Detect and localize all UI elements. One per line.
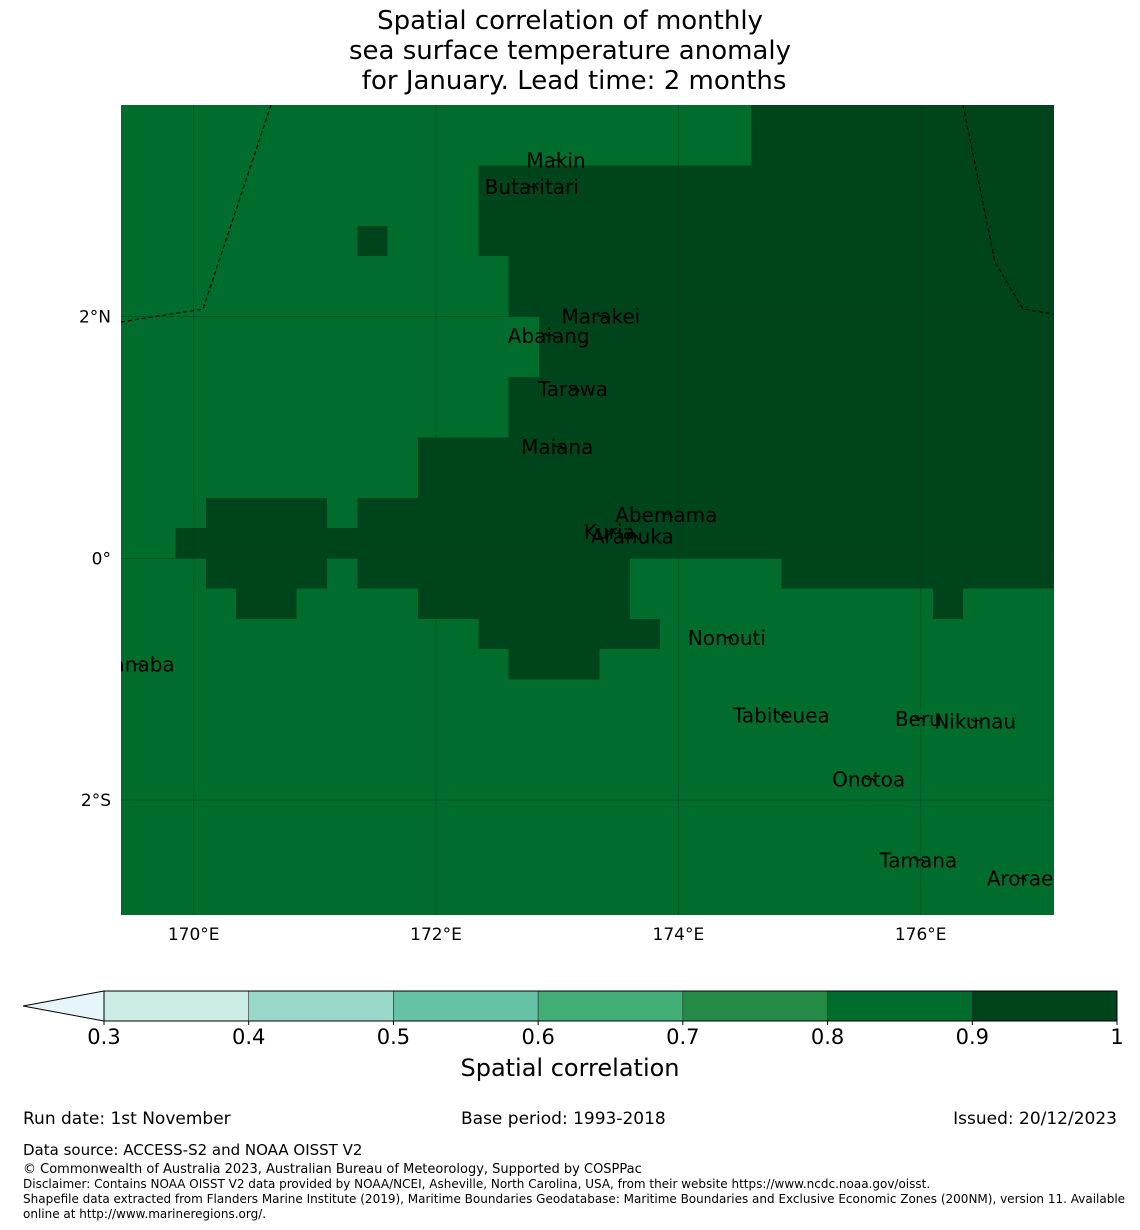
correlation-cell [357,225,388,257]
island-outline [544,332,556,340]
colorbar-tick-label: 0.6 [521,1025,554,1049]
island-label: Tabiteuea [732,704,830,728]
colorbar-segment [682,990,828,1022]
island-outline [568,385,580,393]
lon-tick-label: 170°E [168,925,220,945]
map-axes: 170°E 172°E 174°E 176°E 2°N 0° 2°S [79,308,947,945]
colorbar-tick-label: 0.4 [232,1025,265,1049]
colorbar-segment [537,990,684,1022]
correlation-cell [781,558,903,589]
island-outline [132,661,144,668]
correlation-cell [205,558,327,589]
colorbar-tick-label: 1 [1110,1025,1123,1049]
correlation-cell [508,377,1054,438]
island-outline [552,443,564,451]
correlation-cell [205,497,327,529]
island-outline [913,857,925,864]
correlation-cell [539,316,1054,378]
colorbar-tick-label: 0.9 [956,1025,989,1049]
correlation-cell [902,558,1054,589]
data-source: Data source: ACCESS-S2 and NOAA OISST V2 [23,1141,363,1159]
colorbar: 0.3 0.4 0.5 0.6 0.7 0.8 0.9 1 [22,990,1124,1049]
lon-tick-label: 176°E [895,925,947,945]
map-title: Spatial correlation of monthly sea surfa… [0,6,1140,96]
island-outline [776,712,789,719]
correlation-cell [932,588,964,619]
island-label: Banaba [99,653,175,677]
colorbar-label: Spatial correlation [460,1054,680,1082]
island-outline [913,715,925,723]
island-label: Makin [526,149,585,173]
island-label: Nikunau [934,710,1016,734]
island-label: Kuria [584,520,635,544]
colorbar-outline [103,990,1118,1022]
island-label: Beru [895,707,942,731]
correlation-cell [508,649,600,680]
correlation-cell [326,528,358,559]
eez-boundary-east [962,105,1054,315]
lat-tick-label: 2°S [81,791,111,811]
lat-tick-label: 2°N [79,308,111,328]
island-label: Tarawa [537,377,608,401]
island-label: Maiana [521,435,593,459]
run-date: Run date: 1st November [23,1109,231,1129]
island-label: Onotoa [832,768,905,792]
colorbar-tick-label: 0.5 [377,1025,410,1049]
island-label: Nonouti [688,626,766,650]
copyright: © Commonwealth of Australia 2023, Austra… [23,1162,642,1177]
island-outline [864,776,876,783]
eez-boundary-west [121,105,272,323]
island-outline [970,718,982,725]
correlation-cell [417,558,630,619]
disclaimer: Disclaimer: Contains NOAA OISST V2 data … [23,1177,931,1191]
base-period: Base period: 1993-2018 [461,1109,666,1129]
island-outline [604,528,616,535]
lon-tick-label: 172°E [410,925,462,945]
correlation-cell [417,437,1054,559]
island-outline [596,313,608,320]
lon-tick-label: 174°E [653,925,705,945]
island-label: Abemama [615,503,717,527]
island-label: Aranuka [591,525,674,549]
island-outline [527,183,539,191]
colorbar-tick-label: 0.8 [811,1025,844,1049]
shapefile-credit-1: Shapefile data extracted from Flanders M… [23,1192,1126,1206]
correlation-cell [357,497,388,589]
colorbar-segment [971,990,1118,1022]
correlation-cell [236,588,297,619]
colorbar-extend-arrow [22,990,105,1022]
colorbar-tick-label: 0.7 [666,1025,699,1049]
island-outline [551,157,563,164]
island-label: Tamana [878,849,957,873]
island-label: Abaiang [508,324,590,348]
colorbar-segment [393,990,539,1022]
correlation-cell [508,256,1054,317]
shapefile-credit-2: online at http://www.marineregions.org/. [23,1207,267,1221]
island-outline [722,634,734,642]
island-outline [627,533,639,540]
title-line-1: Spatial correlation of monthly [377,6,763,36]
issued-date: Issued: 20/12/2023 [953,1109,1117,1129]
island-label: Arorae [987,867,1053,891]
correlation-cell [751,105,1054,166]
island-outline [1015,875,1027,882]
title-line-3: for January. Lead time: 2 months [353,66,787,96]
title-line-2: sea surface temperature anomaly [349,36,791,66]
colorbar-segment [103,990,250,1022]
correlation-cell [387,497,418,589]
correlation-cell [478,165,1054,257]
correlation-cell [478,618,661,650]
lat-tick-label: 0° [92,549,111,569]
colorbar-segment [248,990,394,1022]
island-label: Butaritari [485,175,579,199]
colorbar-segment [827,990,973,1022]
colorbar-tick-label: 0.3 [87,1025,120,1049]
island-label: Marakei [561,305,640,329]
island-outline [661,511,673,518]
